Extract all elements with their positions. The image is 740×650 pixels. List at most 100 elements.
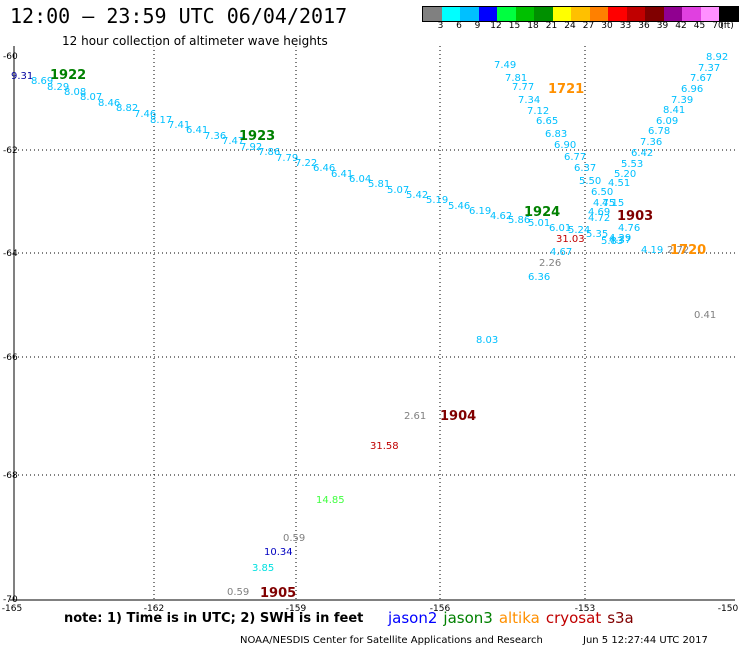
legend-tick-label: 45 — [693, 21, 706, 31]
wave-height-value: 4.69 — [588, 207, 610, 218]
wave-height-value: 5.53 — [621, 159, 643, 170]
wave-height-value: 5.35 — [586, 229, 608, 240]
lon-tick-label: -153 — [575, 604, 595, 614]
wave-height-value: 5.07 — [387, 185, 409, 196]
satellite-cryosat-label: cryosat — [545, 609, 602, 627]
legend-swatch — [515, 7, 534, 21]
pass-time-label: 1905 — [260, 586, 296, 601]
satellite-jason2-label: jason2 — [388, 609, 438, 627]
pass-time-label: 1922 — [50, 68, 86, 83]
legend-swatch — [700, 7, 719, 21]
legend-swatch — [460, 7, 479, 21]
pass-time-label: 1924 — [524, 205, 560, 220]
wave-height-value: 7.47 — [222, 136, 244, 147]
wave-height-value: 8.29 — [47, 82, 69, 93]
lat-tick-label: -66 — [3, 353, 18, 363]
wave-height-value: 6.01 — [549, 223, 571, 234]
legend-swatch — [645, 7, 664, 21]
pass-time-labels: 1922 1923 1924 1721 1903 1720 1904 1905 — [50, 68, 706, 601]
wave-height-value: 10.34 — [264, 547, 293, 558]
wave-height-value: 8.82 — [116, 103, 138, 114]
wave-height-value: 6.77 — [564, 152, 586, 163]
wave-height-value: 8.07 — [80, 92, 102, 103]
generated-timestamp: Jun 5 12:27:44 UTC 2017 — [583, 635, 708, 646]
legend-swatch — [719, 7, 738, 21]
wave-height-value: 2.26 — [539, 258, 561, 269]
legend-tick-label: 9 — [474, 21, 481, 31]
wave-height-value: 4.19 — [641, 245, 663, 256]
pass-time-label: 1923 — [239, 129, 275, 144]
wave-height-value: 7.34 — [518, 95, 540, 106]
pass-time-label: 1904 — [440, 409, 476, 424]
legend-tick-label: 36 — [638, 21, 650, 31]
legend-tick-label: 42 — [675, 21, 687, 31]
lon-tick-label: -162 — [144, 604, 164, 614]
wave-height-value: 7.86 — [258, 147, 280, 158]
legend-swatch — [608, 7, 627, 21]
legend-tick-label: 6 — [456, 21, 462, 31]
color-scale-labels: 3 6 9 12 15 18 21 24 27 30 33 36 39 42 45 70 (ft) — [422, 21, 739, 33]
wave-height-value: 6.42 — [631, 148, 653, 159]
wave-height-value: 6.09 — [656, 116, 678, 127]
wave-height-value: 2.61 — [404, 411, 426, 422]
wave-height-value: 0.41 — [694, 310, 716, 321]
legend-swatch — [663, 7, 682, 21]
wave-height-value: 4.29 — [609, 233, 631, 244]
satellite-legend: jason2 jason3 altika cryosat s3a — [388, 609, 640, 627]
wave-height-value: 4.67 — [550, 247, 572, 258]
legend-tick-label: 30 — [601, 21, 613, 31]
wave-height-value: 8.41 — [663, 105, 685, 116]
lat-tick-label: -60 — [3, 52, 18, 62]
legend-tick-label: 15 — [508, 21, 521, 31]
lat-lon-grid — [14, 46, 735, 600]
wave-height-value: 6.41 — [186, 125, 208, 136]
legend-swatch — [626, 7, 645, 21]
legend-tick-label: 24 — [564, 21, 576, 31]
wave-height-value: 8.03 — [476, 335, 498, 346]
legend-tick-label: 12 — [490, 21, 502, 31]
credit-text: NOAA/NESDIS Center for Satellite Applica… — [240, 635, 543, 646]
wave-height-value: 6.78 — [648, 126, 670, 137]
wave-height-value: 6.04 — [349, 174, 371, 185]
wave-height-value: 4.62 — [490, 211, 512, 222]
wave-height-value: 7.79 — [276, 153, 298, 164]
wave-height-value: 7.67 — [690, 73, 712, 84]
lat-tick-label: -62 — [3, 146, 18, 156]
wave-height-value: 3.85 — [252, 563, 274, 574]
wave-height-labels: 9.318.698.298.088.078.468.827.468.177.41… — [11, 52, 728, 598]
legend-swatch — [478, 7, 497, 21]
wave-height-value: 5.24 — [568, 225, 590, 236]
wave-height-value: 7.41 — [168, 120, 190, 131]
wave-height-value: 5.46 — [448, 201, 470, 212]
wave-height-value: 4.76 — [618, 223, 640, 234]
legend-swatch — [682, 7, 701, 21]
wave-height-value: 4.72 — [588, 213, 610, 224]
wave-height-value: 9.31 — [11, 71, 33, 82]
wave-height-value: 8.08 — [64, 87, 86, 98]
wave-height-value: 7.49 — [494, 60, 516, 71]
legend-swatch — [571, 7, 590, 21]
satellite-s3a-label: s3a — [607, 609, 634, 627]
wave-height-value: 4.37 — [609, 235, 631, 246]
wave-height-value: 0.59 — [283, 533, 305, 544]
legend-tick-label: 3 — [437, 21, 444, 31]
wave-height-value: 6.46 — [313, 163, 335, 174]
wave-height-value: 6.36 — [528, 272, 550, 283]
wave-height-value: 6.41 — [331, 169, 353, 180]
wave-height-value: 8.92 — [706, 52, 728, 63]
legend-tick-label: 39 — [656, 21, 669, 31]
color-scale-legend — [422, 6, 739, 22]
legend-tick-label: 33 — [619, 21, 632, 31]
wave-height-value: 31.03 — [556, 234, 585, 245]
axis-ticks: -165 -162 -159 -156 -153 -150-60-62-64-66-68-… — [2, 52, 739, 614]
lat-tick-label: -68 — [3, 471, 18, 481]
map-subtitle: 12 hour collection of altimeter wave hei… — [62, 34, 328, 48]
wave-height-value: 7.77 — [512, 82, 534, 93]
lon-tick-label: -150 — [718, 604, 739, 614]
satellite-altika-label: altika — [498, 609, 540, 627]
legend-tick-label: 18 — [527, 21, 539, 31]
wave-height-value: 7.81 — [505, 73, 527, 84]
wave-height-value: 7.12 — [527, 106, 549, 117]
lon-tick-label: -165 — [2, 604, 22, 614]
wave-height-value: 6.19 — [469, 206, 491, 217]
